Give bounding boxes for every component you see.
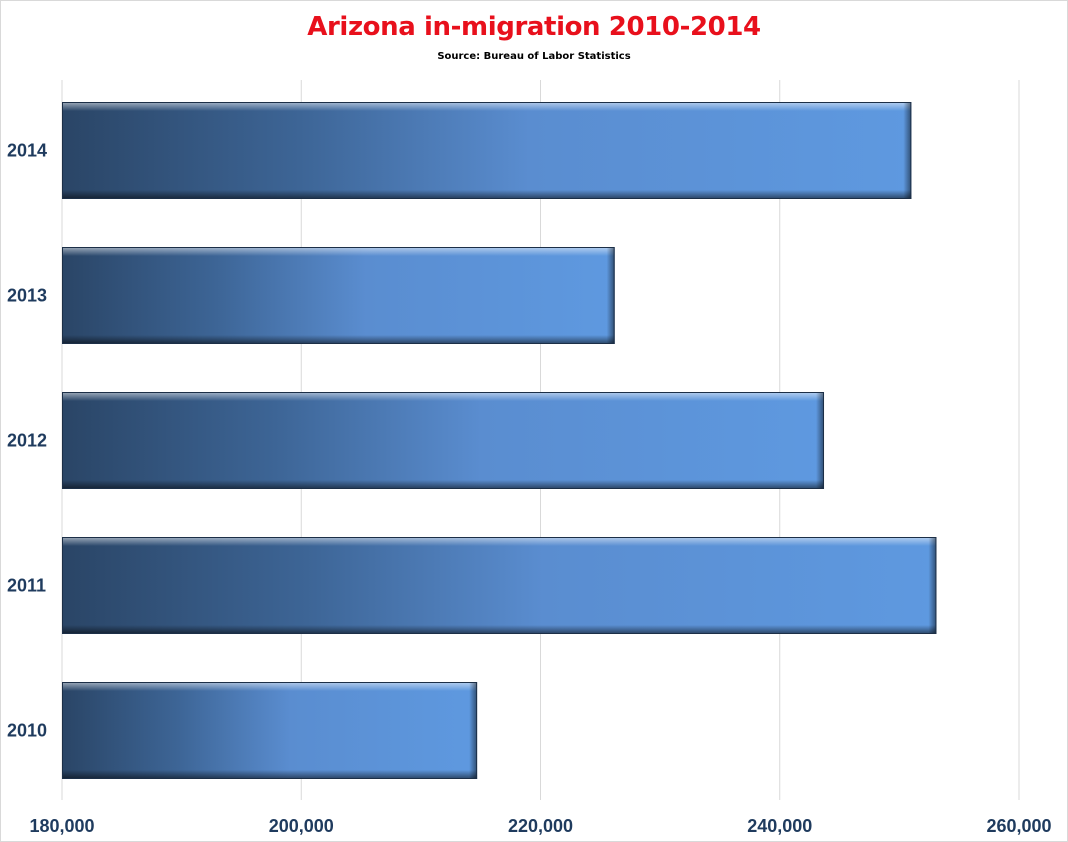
x-tick-label: 240,000	[747, 816, 812, 836]
bar-bevel-top	[62, 682, 478, 691]
chart-title: Arizona in-migration 2010-2014	[307, 12, 761, 42]
bars	[62, 102, 937, 779]
bar-bevel-top	[62, 102, 912, 111]
bar-bevel-top	[62, 392, 825, 401]
bar-body	[62, 102, 912, 199]
x-tick-label: 200,000	[269, 816, 334, 836]
bar-bevel-bottom	[62, 480, 825, 489]
bar-outline	[62, 102, 912, 199]
y-category-label: 2012	[7, 431, 47, 451]
bar-bevel-top	[62, 537, 937, 546]
bar-bevel-top	[62, 247, 615, 256]
y-category-label: 2010	[7, 721, 47, 741]
bar	[62, 537, 937, 634]
y-category-label: 2013	[7, 286, 47, 306]
bar-bevel-right	[816, 392, 825, 489]
bar-outline	[62, 682, 478, 779]
bar	[62, 102, 912, 199]
y-category-label: 2014	[7, 141, 47, 161]
x-tick-label: 220,000	[508, 816, 573, 836]
bar-bevel-bottom	[62, 335, 615, 344]
bar-body	[62, 392, 825, 489]
bar-body	[62, 537, 937, 634]
bar	[62, 247, 615, 344]
bar-bevel-right	[606, 247, 615, 344]
axis-labels: 180,000 200,000 220,000 240,000 260,000 2014 2…	[7, 141, 1052, 837]
bar-body	[62, 247, 615, 344]
bar-outline	[62, 392, 825, 489]
bar-bevel-bottom	[62, 190, 912, 199]
bar-bevel-bottom	[62, 625, 937, 634]
bar-body	[62, 682, 478, 779]
bar	[62, 392, 825, 489]
bar-bevel-bottom	[62, 770, 478, 779]
bar-outline	[62, 247, 615, 344]
bar-bevel-right	[469, 682, 478, 779]
bar	[62, 682, 478, 779]
bar-bevel-right	[903, 102, 912, 199]
chart-subtitle: Source: Bureau of Labor Statistics	[437, 51, 631, 62]
bar-bevel-right	[928, 537, 937, 634]
y-category-label: 2011	[7, 576, 46, 596]
bar-outline	[62, 537, 937, 634]
x-tick-label: 180,000	[29, 816, 94, 836]
x-tick-label: 260,000	[986, 816, 1051, 836]
